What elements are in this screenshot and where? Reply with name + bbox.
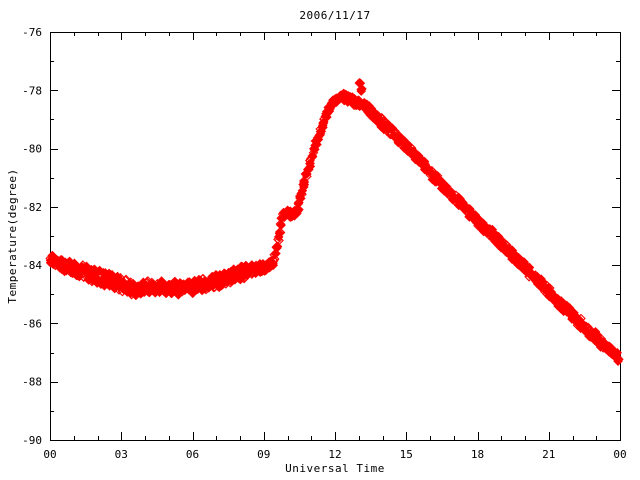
x-tick-label: 21	[542, 448, 555, 461]
y-axis-label: Temperature(degree)	[6, 168, 19, 303]
y-tick-label: -88	[22, 376, 42, 389]
x-axis-tick-labels: 00 03 06 09 12 15 18 21 00	[43, 448, 626, 461]
data-point	[409, 146, 419, 157]
chart-title: 2006/11/17	[299, 9, 370, 22]
x-axis-label: Universal Time	[285, 462, 385, 475]
data-point	[115, 273, 126, 283]
data-point	[274, 227, 285, 237]
y-tick-label: -84	[22, 259, 42, 272]
x-tick-label: 15	[400, 448, 413, 461]
x-tick-label: 00	[43, 448, 56, 461]
data-point	[318, 118, 329, 129]
y-tick-label: -76	[22, 26, 42, 39]
data-series-markers	[45, 78, 624, 367]
y-tick-label: -86	[22, 317, 42, 330]
data-point	[272, 243, 282, 253]
data-point	[312, 139, 322, 150]
data-point	[274, 235, 284, 246]
y-tick-label: -80	[22, 143, 42, 156]
data-point	[299, 177, 309, 188]
x-tick-label: 18	[471, 448, 484, 461]
y-tick-label: -78	[22, 84, 42, 97]
data-point	[269, 254, 280, 264]
data-point	[276, 220, 286, 230]
x-tick-label: 09	[257, 448, 270, 461]
data-point	[356, 86, 367, 96]
data-point	[294, 204, 304, 215]
x-axis-ticks	[50, 32, 621, 440]
y-tick-label: -90	[22, 434, 42, 447]
x-tick-label: 03	[115, 448, 128, 461]
x-tick-label: 12	[328, 448, 341, 461]
y-axis-tick-labels: -90 -88 -86 -84 -82 -80 -78 -76	[22, 26, 42, 447]
x-tick-label: 06	[186, 448, 199, 461]
y-tick-label: -82	[22, 201, 42, 214]
data-point	[296, 188, 306, 199]
data-point	[613, 354, 624, 364]
x-tick-label: 00	[613, 448, 626, 461]
y-axis-ticks	[50, 32, 620, 441]
